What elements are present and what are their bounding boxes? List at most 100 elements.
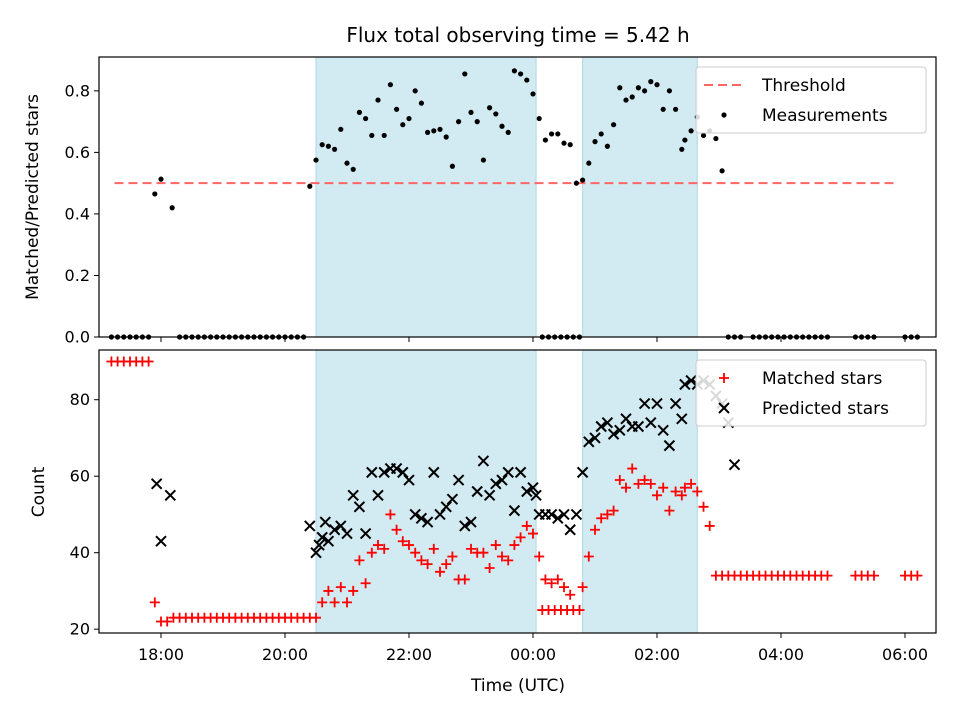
measurement-point xyxy=(573,180,580,186)
bottom-y-axis-label: Count xyxy=(29,466,49,517)
predicted-star-point xyxy=(545,508,558,521)
bottom-panel: 20 40 60 80 18:00 20:00 22:00 00:00 02:00 04:00 0… xyxy=(29,349,937,696)
measurement-point xyxy=(344,160,350,166)
measurement-point xyxy=(499,123,505,129)
predicted-star-point xyxy=(558,508,570,521)
measurement-point xyxy=(561,140,567,146)
predicted-star-point xyxy=(459,520,471,532)
predicted-star-point xyxy=(601,416,614,429)
matched-star-point xyxy=(366,547,377,558)
y-tick-label: 0.2 xyxy=(65,266,90,285)
measurement-point xyxy=(394,106,400,112)
observing-window-band xyxy=(315,56,537,338)
matched-star-point xyxy=(335,582,346,593)
predicted-star-point xyxy=(607,428,620,440)
legend-label: Measurements xyxy=(762,106,888,126)
measurement-point xyxy=(406,115,412,122)
matched-star-point xyxy=(149,597,160,608)
matched-star-point xyxy=(354,555,365,566)
predicted-star-point xyxy=(676,413,688,425)
matched-star-point xyxy=(360,578,371,589)
measurement-point xyxy=(400,122,406,128)
measurement-point xyxy=(617,85,623,91)
measurement-point xyxy=(332,146,338,152)
matched-star-point xyxy=(317,597,328,608)
matched-star-point xyxy=(466,543,476,554)
predicted-star-point xyxy=(521,485,533,498)
matched-star-point xyxy=(822,570,833,581)
predicted-star-point xyxy=(341,527,353,540)
measurement-point xyxy=(307,183,313,189)
measurement-point xyxy=(487,105,493,111)
matched-star-point xyxy=(540,574,551,585)
measurement-point xyxy=(412,88,418,94)
bottom-observing-windows xyxy=(315,349,698,634)
matched-star-point xyxy=(404,540,414,551)
matched-star-point xyxy=(528,528,538,539)
measurement-point xyxy=(682,137,688,143)
measurement-point xyxy=(713,135,719,142)
matched-star-point xyxy=(162,616,173,627)
predicted-star-point xyxy=(679,378,691,391)
predicted-star-point xyxy=(651,397,663,410)
predicted-star-point xyxy=(390,462,403,475)
predicted-star-point xyxy=(514,466,527,479)
measurement-point xyxy=(369,132,375,139)
measurement-point xyxy=(462,71,468,77)
measurement-point xyxy=(350,166,356,172)
predicted-star-point xyxy=(508,504,521,517)
matched-star-point xyxy=(633,478,644,489)
top-y-axis-label: Matched/Predicted stars xyxy=(23,94,43,300)
matched-star-point xyxy=(379,543,390,554)
predicted-star-point xyxy=(366,466,378,479)
measurement-point xyxy=(648,79,654,85)
predicted-star-point xyxy=(310,546,322,559)
measurement-point xyxy=(679,146,685,152)
x-tick-label: 18:00 xyxy=(138,645,184,664)
x-tick-label: 22:00 xyxy=(386,645,432,664)
bottom-x-ticks: 18:00 20:00 22:00 00:00 02:00 04:00 06:00 xyxy=(138,633,928,664)
matched-star-point xyxy=(583,551,594,562)
predicted-stars-points xyxy=(150,374,741,559)
matched-star-point xyxy=(497,551,507,562)
matched-star-point xyxy=(385,509,396,520)
measurement-point xyxy=(688,128,694,134)
predicted-star-point xyxy=(150,478,163,490)
measurement-point xyxy=(313,157,319,163)
measurement-point xyxy=(524,77,530,83)
x-tick-label: 00:00 xyxy=(510,645,556,664)
matched-star-point xyxy=(348,585,359,596)
top-panel: 0.00.20.40.60.8 Matched/Predicted stars … xyxy=(23,56,937,347)
matched-star-point xyxy=(416,555,427,566)
predicted-star-point xyxy=(657,424,669,437)
predicted-star-point xyxy=(490,478,502,490)
y-tick-label: 60 xyxy=(70,467,90,486)
matched-star-point xyxy=(447,551,458,562)
predicted-star-point xyxy=(477,455,490,467)
matched-star-point xyxy=(608,505,619,516)
matched-star-point xyxy=(704,520,715,531)
legend-matched-swatch xyxy=(719,373,729,383)
legend-box xyxy=(695,359,927,427)
predicted-star-point xyxy=(446,493,459,505)
measurement-point xyxy=(549,131,555,137)
measurement-point xyxy=(511,68,517,74)
measurement-point xyxy=(443,134,449,140)
predicted-star-point xyxy=(409,508,421,521)
measurement-point xyxy=(169,205,175,211)
predicted-star-point xyxy=(669,397,682,410)
y-tick-label: 0.6 xyxy=(65,143,90,162)
legend-measurement-swatch xyxy=(721,112,727,118)
matched-star-point xyxy=(490,540,501,551)
predicted-star-point xyxy=(415,512,428,524)
predicted-star-point xyxy=(397,466,409,479)
matched-star-point xyxy=(621,482,631,493)
matched-star-point xyxy=(546,578,557,589)
measurement-point xyxy=(387,82,393,88)
matched-star-point xyxy=(342,597,352,608)
measurement-point xyxy=(338,126,344,132)
matched-star-point xyxy=(143,356,154,367)
predicted-star-point xyxy=(465,516,477,528)
predicted-star-point xyxy=(483,489,496,502)
